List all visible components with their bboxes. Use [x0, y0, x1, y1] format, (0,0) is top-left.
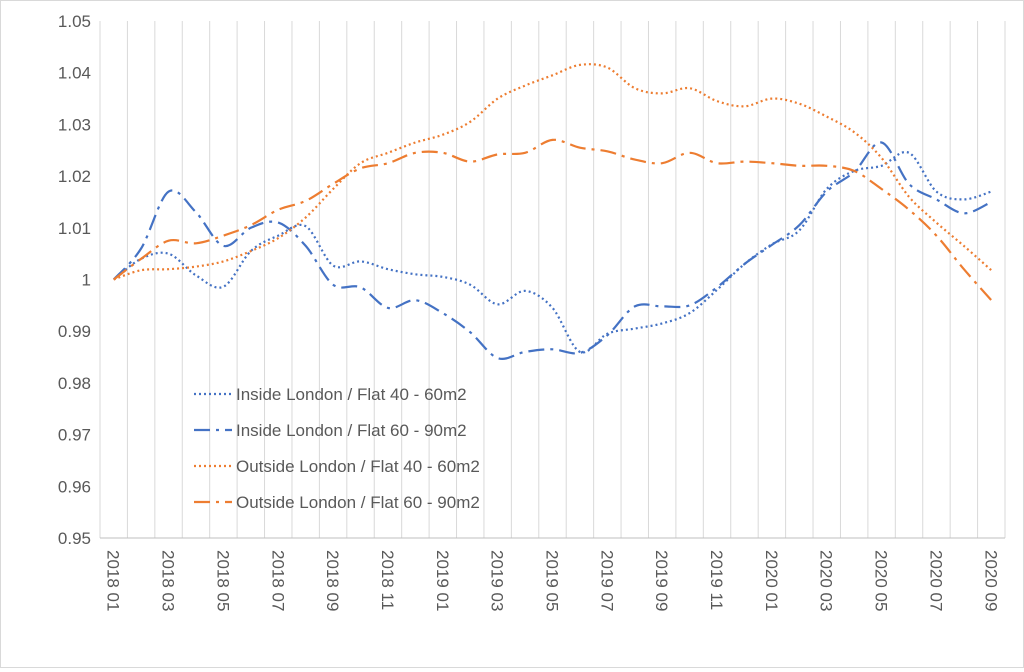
- x-tick-label: 2019 05: [543, 550, 562, 611]
- legend-label-2: Inside London / Flat 60 - 90m2: [236, 421, 467, 440]
- series-line-3: [113, 63, 993, 281]
- y-tick-label: 0.98: [58, 374, 91, 393]
- legend-label-3: Outside London / Flat 40 - 60m2: [236, 457, 480, 476]
- x-tick-label: 2018 01: [104, 550, 123, 611]
- x-tick-label: 2020 09: [981, 550, 1000, 611]
- x-tick-label: 2018 09: [323, 550, 342, 611]
- x-tick-label: 2018 03: [159, 550, 178, 611]
- y-tick-label: 1.01: [58, 219, 91, 238]
- legend-label-4: Outside London / Flat 60 - 90m2: [236, 493, 480, 512]
- y-tick-label: 1.04: [58, 64, 91, 83]
- x-tick-label: 2020 05: [872, 550, 891, 611]
- x-tick-label: 2019 09: [652, 550, 671, 611]
- x-tick-label: 2019 01: [433, 550, 452, 611]
- series-line-4: [113, 138, 993, 301]
- y-axis: 0.95 0.96 0.97 0.98 0.99 1 1.01 1.02 1.03 1.04 1.0…: [58, 12, 91, 548]
- x-tick-label: 2019 07: [597, 550, 616, 611]
- x-axis: 2018 01 2018 03 2018 05 2018 07 2018 09 2018 …: [100, 537, 1005, 611]
- series-layer: [112, 63, 993, 360]
- x-tick-label: 2019 03: [488, 550, 507, 611]
- x-tick-label: 2020 01: [762, 550, 781, 611]
- y-tick-label: 0.99: [58, 322, 91, 341]
- x-tick-label: 2018 05: [213, 550, 232, 611]
- y-tick-label: 1: [82, 271, 91, 290]
- x-tick-label: 2018 11: [378, 550, 397, 610]
- y-tick-label: 1.05: [58, 12, 91, 31]
- y-tick-label: 0.97: [58, 426, 91, 445]
- y-tick-label: 0.96: [58, 477, 91, 496]
- legend: Inside London / Flat 40 - 60m2 Inside Lon…: [194, 385, 480, 512]
- series-line-2: [112, 141, 992, 360]
- legend-label-1: Inside London / Flat 40 - 60m2: [236, 385, 467, 404]
- x-tick-label: 2020 03: [817, 550, 836, 611]
- y-tick-label: 1.02: [58, 167, 91, 186]
- y-tick-label: 0.95: [58, 529, 91, 548]
- y-tick-label: 1.03: [58, 115, 91, 134]
- x-tick-label: 2019 11: [707, 550, 726, 610]
- x-tick-label: 2018 07: [268, 550, 287, 611]
- x-tick-label: 2020 07: [926, 550, 945, 611]
